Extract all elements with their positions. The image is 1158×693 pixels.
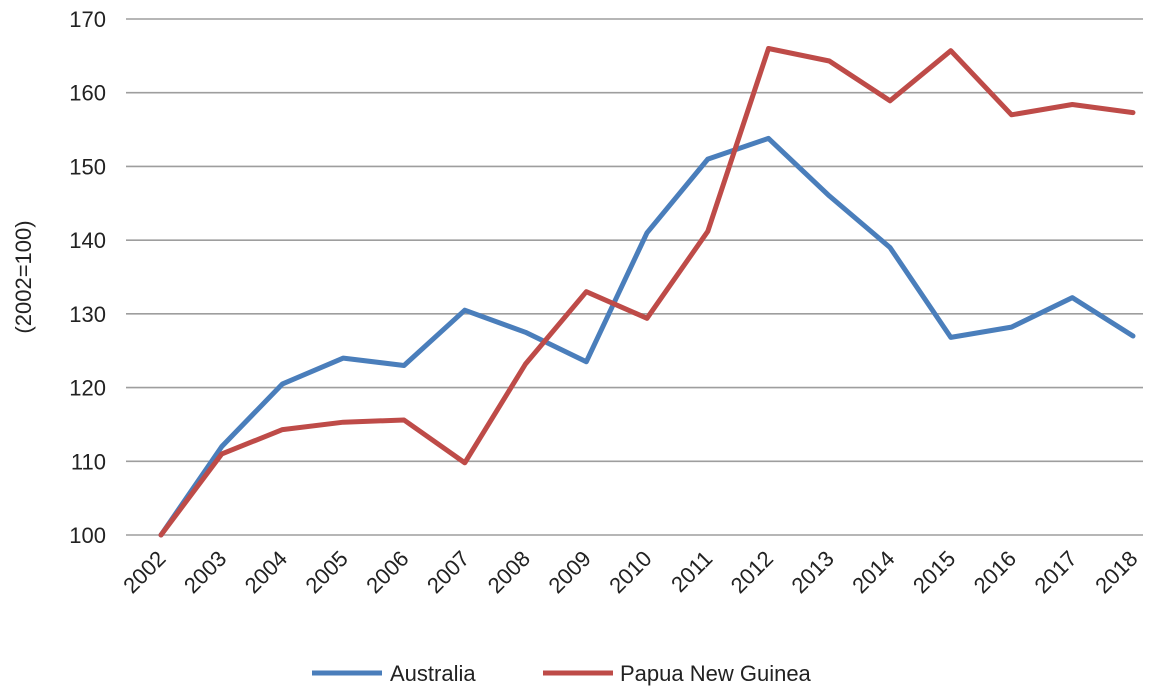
x-tick-label: 2010 [604,546,656,598]
x-tick-label: 2015 [908,546,960,598]
series-line-papua-new-guinea [158,46,1136,538]
legend-item-australia: Australia [312,661,476,686]
legend-label: Australia [390,661,476,686]
y-tick-label: 100 [69,523,106,548]
x-tick-label: 2011 [666,546,717,597]
y-axis-tick-labels: 100 110 120 130 140 150 160 170 [69,7,106,548]
x-axis-tick-labels: 2002 2003 2004 2005 2006 2007 2008 2009 2010 2011… [118,546,1142,598]
x-tick-label: 2016 [969,546,1021,598]
y-tick-label: 140 [69,228,106,253]
x-tick-label: 2007 [422,546,474,598]
x-tick-label: 2005 [300,546,352,598]
y-tick-label: 120 [69,376,106,401]
y-axis-title: (2002=100) [11,220,36,333]
y-tick-label: 110 [71,449,106,474]
x-tick-label: 2008 [483,546,535,598]
y-tick-label: 150 [69,154,106,179]
x-tick-label: 2003 [179,546,231,598]
x-tick-label: 2006 [361,546,413,598]
x-tick-label: 2002 [118,546,170,598]
legend-label: Papua New Guinea [620,661,812,686]
series-lines [158,46,1136,538]
y-tick-label: 130 [69,302,106,327]
x-tick-label: 2013 [786,546,838,598]
x-tick-label: 2018 [1090,546,1142,598]
y-tick-label: 160 [69,81,106,106]
legend-item-papua-new-guinea: Papua New Guinea [543,661,812,686]
x-tick-label: 2014 [847,546,899,598]
x-tick-label: 2004 [240,546,292,598]
series-line-australia [158,135,1136,538]
legend: Australia Papua New Guinea [312,661,812,686]
gridlines [126,18,1143,536]
y-tick-label: 170 [69,7,106,32]
x-tick-label: 2012 [726,546,778,598]
x-tick-label: 2009 [543,546,595,598]
x-tick-label: 2017 [1029,546,1081,598]
